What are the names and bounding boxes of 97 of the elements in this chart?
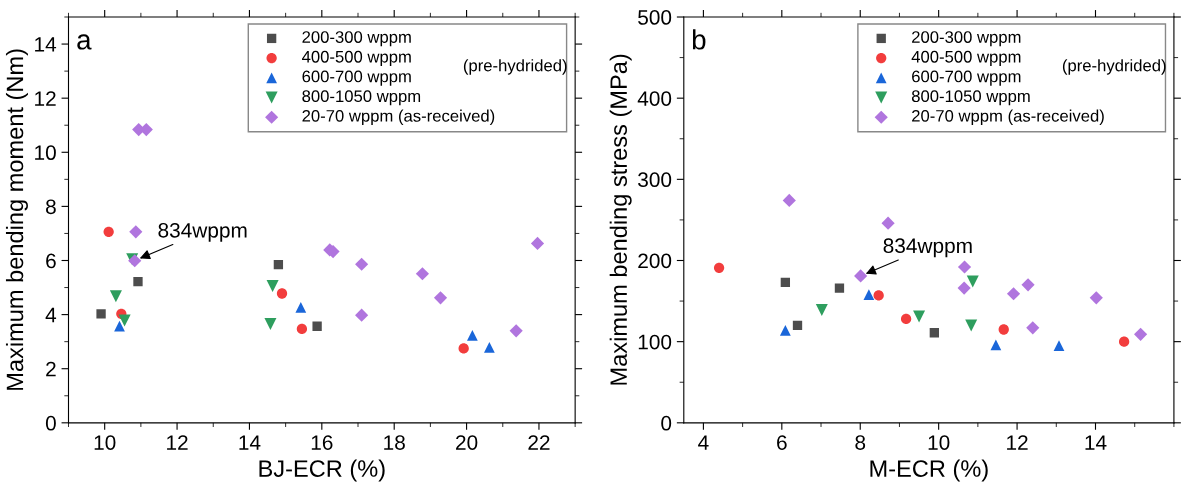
point (109, 290, 122, 303)
point (509, 324, 523, 338)
y-tick-label: 100 (638, 334, 672, 350)
y-tick-label: 300 (638, 172, 672, 188)
point (779, 324, 791, 336)
point (273, 259, 284, 270)
point (834, 283, 845, 293)
legend-label: 200-300 wppm (302, 31, 411, 47)
point (863, 289, 875, 300)
x-tick-label: 8 (855, 435, 866, 450)
point (433, 291, 448, 305)
point (355, 308, 369, 322)
point (998, 324, 1009, 335)
point (957, 281, 971, 295)
chart-title: b (692, 29, 706, 50)
legend-label: 800-1050 wppm (302, 90, 421, 106)
y-tick-label: 200 (638, 253, 672, 269)
point (873, 290, 884, 301)
point (1026, 321, 1040, 335)
legend-label: 800-1050 wppm (911, 90, 1030, 106)
point (118, 314, 131, 327)
y-tick-label: 4 (45, 307, 57, 323)
y-tick-label: 8 (46, 199, 56, 215)
point (913, 310, 926, 323)
point (103, 226, 114, 237)
y-tick-label: 6 (46, 253, 56, 269)
point (1021, 278, 1035, 292)
y-tick-label: 2 (46, 361, 56, 377)
x-axis-title: M-ECR (%) (870, 459, 988, 482)
legend-label: 200-300 wppm (912, 31, 1021, 47)
point (966, 275, 979, 288)
point (295, 301, 307, 313)
x-tick-label: 14 (1085, 435, 1107, 450)
point (815, 303, 828, 317)
point (792, 320, 803, 331)
y-tick-label: 400 (637, 91, 672, 106)
y-axis-title: Maximum bending moment (Nm) (5, 49, 28, 390)
x-tick-label: 14 (239, 435, 261, 450)
x-tick-label: 10 (94, 435, 116, 450)
point (713, 262, 725, 273)
y-tick-label: 0 (661, 415, 672, 431)
point (129, 225, 143, 239)
legend-label: 600-700 wppm (302, 70, 411, 86)
x-tick-label: 22 (528, 435, 550, 450)
point (782, 193, 796, 208)
annotation: 834wppm (883, 238, 972, 258)
point (466, 330, 478, 341)
x-tick-label: 12 (1007, 435, 1028, 450)
x-tick-label: 18 (384, 435, 405, 450)
legend-label: 600-700 wppm (912, 70, 1021, 86)
point (96, 309, 106, 319)
point (266, 279, 279, 292)
point (1089, 291, 1103, 305)
legend-label: 400-500 wppm (302, 50, 411, 66)
chart-title: a (77, 34, 92, 50)
point (312, 321, 322, 331)
x-tick-label: 16 (311, 435, 333, 450)
annotation: (pre-hydrided) (1062, 59, 1166, 75)
point (114, 320, 125, 332)
point (458, 343, 469, 354)
point (990, 339, 1002, 351)
point (530, 236, 545, 251)
y-tick-label: 0 (45, 415, 56, 431)
y-tick-label: 10 (35, 145, 56, 161)
point (1134, 327, 1148, 341)
point (355, 257, 369, 271)
point (780, 277, 791, 288)
point (854, 269, 868, 283)
point (276, 288, 288, 299)
point (1118, 336, 1130, 347)
point (133, 276, 143, 287)
x-tick-label: 20 (456, 435, 478, 450)
legend-label: 20-70 wppm (as-received) (912, 109, 1104, 126)
annotation: (pre-hydrided) (463, 59, 567, 75)
legend-label: 400-500 wppm (911, 50, 1021, 66)
y-axis-title: Maximum bending stress (MPa) (609, 54, 632, 385)
point (484, 341, 495, 353)
point (415, 267, 430, 281)
x-tick-label: 4 (698, 435, 709, 450)
point (1053, 340, 1065, 352)
point (1006, 287, 1021, 301)
point (900, 313, 912, 325)
x-tick-label: 6 (777, 435, 787, 450)
point (929, 328, 939, 338)
x-tick-label: 10 (928, 435, 950, 450)
point (881, 216, 895, 230)
y-tick-label: 14 (35, 37, 57, 52)
legend-label: 20-70 wppm (as-received) (302, 109, 495, 126)
y-tick-label: 500 (638, 10, 672, 25)
point (957, 260, 972, 274)
point (296, 323, 308, 335)
annotation: 834wppm (158, 222, 247, 242)
y-tick-label: 12 (35, 91, 56, 106)
point (264, 318, 277, 331)
point (965, 319, 978, 332)
x-axis-title: BJ-ECR (%) (259, 459, 385, 482)
x-tick-label: 12 (167, 435, 188, 450)
